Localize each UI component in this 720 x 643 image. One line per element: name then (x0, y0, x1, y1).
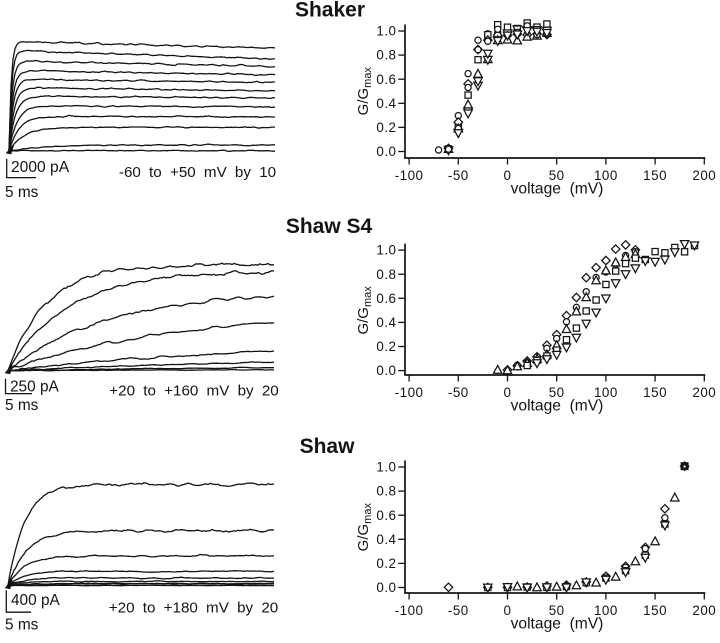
svg-text:-50: -50 (448, 168, 469, 183)
svg-text:-100: -100 (395, 385, 424, 400)
svg-text:50: 50 (549, 168, 565, 183)
svg-text:0.4: 0.4 (376, 315, 396, 330)
svg-text:100: 100 (594, 385, 618, 400)
svg-text:0.0: 0.0 (376, 580, 396, 595)
svg-text:0.6: 0.6 (376, 72, 396, 87)
svg-text:0.8: 0.8 (376, 484, 396, 499)
svg-text:0.2: 0.2 (376, 556, 396, 571)
svg-text:0.0: 0.0 (376, 144, 396, 159)
svg-text:voltage (mV): voltage (mV) (511, 616, 604, 633)
svg-text:5 ms: 5 ms (5, 184, 39, 201)
svg-text:150: 150 (643, 385, 667, 400)
svg-text:0.2: 0.2 (376, 120, 396, 135)
svg-text:-50: -50 (448, 603, 469, 618)
svg-text:voltage (mV): voltage (mV) (511, 181, 604, 198)
svg-text:-100: -100 (395, 168, 424, 183)
svg-text:150: 150 (643, 168, 667, 183)
svg-text:250 pA: 250 pA (10, 379, 60, 396)
svg-text:0.8: 0.8 (376, 267, 396, 282)
svg-text:-100: -100 (395, 603, 424, 618)
svg-text:-60 to +50 mV by 10: -60 to +50 mV by 10 (119, 164, 276, 181)
svg-text:2000 pA: 2000 pA (11, 159, 70, 176)
svg-text:5 ms: 5 ms (5, 397, 39, 414)
svg-text:Shaw: Shaw (300, 435, 356, 458)
svg-text:+20 to +160 mV by 20: +20 to +160 mV by 20 (109, 383, 278, 400)
svg-text:200: 200 (692, 168, 716, 183)
svg-text:0: 0 (504, 168, 512, 183)
svg-text:200: 200 (692, 385, 716, 400)
svg-text:100: 100 (594, 603, 618, 618)
svg-text:50: 50 (549, 603, 565, 618)
svg-text:0.4: 0.4 (376, 96, 396, 111)
svg-text:50: 50 (549, 385, 565, 400)
svg-text:0.0: 0.0 (376, 363, 396, 378)
svg-text:1.0: 1.0 (376, 460, 396, 475)
svg-text:0.2: 0.2 (376, 339, 396, 354)
svg-text:1.0: 1.0 (376, 243, 396, 258)
svg-text:0: 0 (504, 385, 512, 400)
svg-text:Shaw S4: Shaw S4 (286, 215, 373, 238)
svg-text:0.6: 0.6 (376, 508, 396, 523)
svg-text:200: 200 (692, 603, 716, 618)
svg-text:5 ms: 5 ms (5, 617, 39, 634)
svg-text:0.4: 0.4 (376, 532, 396, 547)
svg-text:voltage (mV): voltage (mV) (511, 398, 604, 415)
svg-text:150: 150 (643, 603, 667, 618)
svg-text:100: 100 (594, 168, 618, 183)
svg-text:400 pA: 400 pA (11, 592, 61, 609)
svg-text:0: 0 (504, 603, 512, 618)
svg-text:0.8: 0.8 (376, 48, 396, 63)
svg-text:Shaker: Shaker (295, 0, 365, 22)
svg-text:-50: -50 (448, 385, 469, 400)
svg-text:+20 to +180 mV by 20: +20 to +180 mV by 20 (109, 600, 278, 617)
svg-text:1.0: 1.0 (376, 24, 396, 39)
svg-text:0.6: 0.6 (376, 291, 396, 306)
